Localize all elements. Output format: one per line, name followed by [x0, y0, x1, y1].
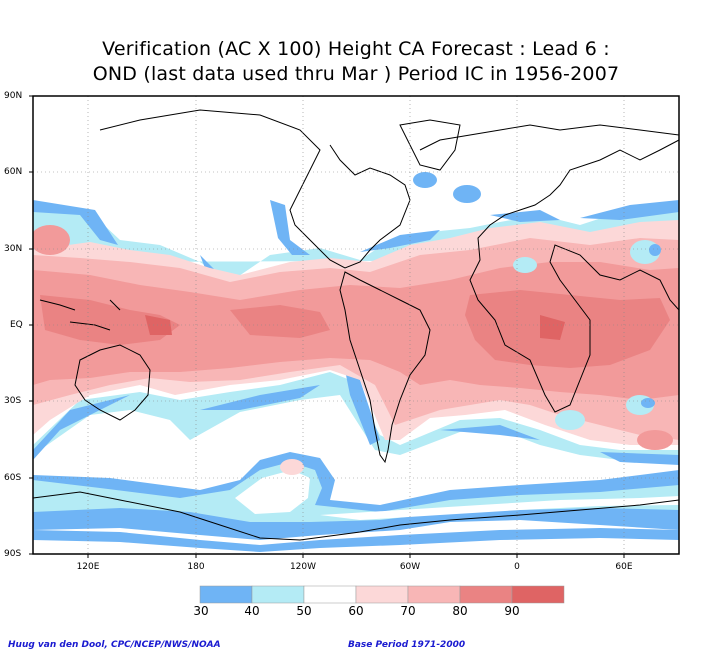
colorbar-label-60: 60	[348, 604, 364, 618]
lon-label-180: 180	[187, 562, 205, 572]
colorbar-bin-60-70	[407, 585, 461, 604]
blue-blob-nh-atlantic	[413, 172, 437, 188]
lon-label-120e: 120E	[76, 562, 100, 572]
colorbar-bin-30-40	[251, 585, 305, 604]
chart-title-line1: Verification (AC X 100) Height CA Foreca…	[102, 38, 610, 60]
colorbar-bin-50-60	[355, 585, 409, 604]
colorbar-bin-70-80	[459, 585, 513, 604]
contour-30-40-south	[33, 370, 679, 465]
colorbar-bin-40-50	[303, 585, 357, 604]
tick-marks	[29, 95, 625, 558]
lat-label-90s: 90S	[4, 549, 22, 559]
lat-label-90n: 90N	[4, 91, 23, 101]
lon-label-0: 0	[514, 562, 520, 572]
so-contour-50-60	[235, 470, 679, 520]
contour-30-40-north	[33, 200, 679, 285]
lon-label-60e: 60E	[615, 562, 633, 572]
colorbar	[199, 585, 565, 604]
contour-40-50-north	[33, 205, 679, 282]
coastlines	[33, 109, 679, 541]
colorbar-label-30: 30	[193, 604, 209, 618]
colorbar-label-70: 70	[400, 604, 416, 618]
blue-blob-asia	[453, 185, 481, 203]
lat-label-eq: EQ	[10, 320, 23, 330]
contour-80-90	[40, 290, 670, 368]
colorbar-label-50: 50	[296, 604, 312, 618]
lon-label-60w: 60W	[399, 562, 421, 572]
so-contour-30-40	[33, 452, 679, 540]
lat-label-30s: 30S	[4, 396, 22, 406]
lat-label-60s: 60S	[4, 473, 22, 483]
lat-label-30n: 30N	[4, 244, 23, 254]
chart-title-line2: OND (last data used thru Mar ) Period IC…	[92, 63, 620, 85]
colorbar-bin-lt30	[199, 585, 253, 604]
map-plot-area	[33, 96, 679, 554]
credit-base-period: Base Period 1971-2000	[348, 640, 466, 650]
lon-label-120w: 120W	[289, 562, 317, 572]
contour-40-50-south	[33, 372, 679, 462]
lat-label-60n: 60N	[4, 167, 23, 177]
colorbar-label-80: 80	[452, 604, 468, 618]
colorbar-bin-80-90	[511, 585, 565, 604]
colorbar-label-90: 90	[504, 604, 520, 618]
credit-author: Huug van den Dool, CPC/NCEP/NWS/NOAA	[8, 640, 221, 650]
gridlines	[33, 96, 679, 554]
colorbar-label-40: 40	[244, 604, 260, 618]
